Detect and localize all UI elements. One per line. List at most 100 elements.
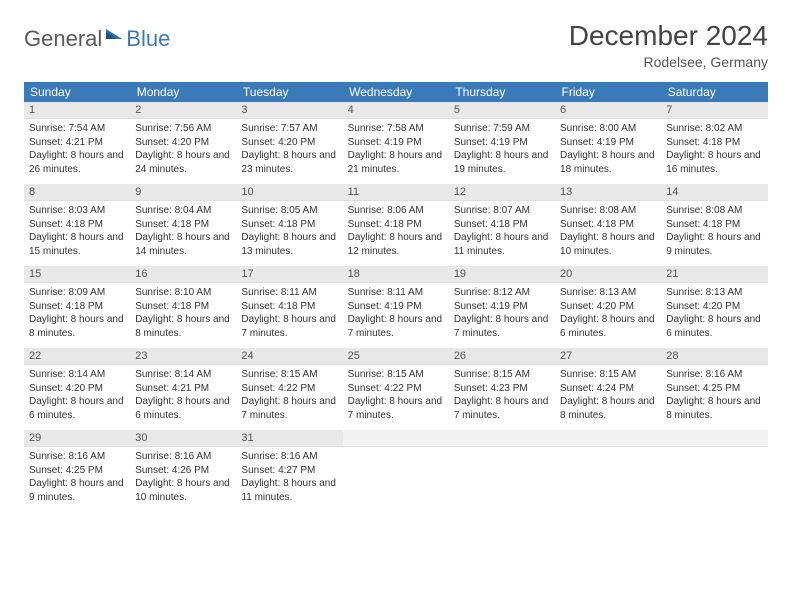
calendar-week-row: 8Sunrise: 8:03 AMSunset: 4:18 PMDaylight… [24,184,768,266]
daylight-line: Daylight: 8 hours and 15 minutes. [29,231,125,258]
calendar-day-cell: 10Sunrise: 8:05 AMSunset: 4:18 PMDayligh… [236,184,342,266]
sunset-line: Sunset: 4:19 PM [454,136,550,150]
sunrise-line: Sunrise: 8:06 AM [348,204,444,218]
day-body: Sunrise: 8:04 AMSunset: 4:18 PMDaylight:… [130,201,236,264]
daylight-line: Daylight: 8 hours and 7 minutes. [241,395,337,422]
sunset-line: Sunset: 4:18 PM [135,218,231,232]
sunrise-line: Sunrise: 8:04 AM [135,204,231,218]
calendar-day-cell: 1Sunrise: 7:54 AMSunset: 4:21 PMDaylight… [24,102,130,184]
sunrise-line: Sunrise: 8:15 AM [560,368,656,382]
day-body: Sunrise: 7:59 AMSunset: 4:19 PMDaylight:… [449,119,555,182]
day-number: 6 [555,102,661,119]
calendar-day-cell [449,430,555,512]
day-body: Sunrise: 8:11 AMSunset: 4:19 PMDaylight:… [343,283,449,346]
day-number: 26 [449,348,555,365]
daylight-line: Daylight: 8 hours and 10 minutes. [560,231,656,258]
calendar-day-cell: 21Sunrise: 8:13 AMSunset: 4:20 PMDayligh… [661,266,767,348]
day-number: 7 [661,102,767,119]
day-body: Sunrise: 8:15 AMSunset: 4:22 PMDaylight:… [343,365,449,428]
day-body: Sunrise: 8:03 AMSunset: 4:18 PMDaylight:… [24,201,130,264]
sunset-line: Sunset: 4:18 PM [348,218,444,232]
sunrise-line: Sunrise: 8:09 AM [29,286,125,300]
calendar-day-cell: 12Sunrise: 8:07 AMSunset: 4:18 PMDayligh… [449,184,555,266]
empty-day [343,430,449,447]
calendar-day-cell: 2Sunrise: 7:56 AMSunset: 4:20 PMDaylight… [130,102,236,184]
calendar-day-cell: 13Sunrise: 8:08 AMSunset: 4:18 PMDayligh… [555,184,661,266]
day-number: 16 [130,266,236,283]
day-body: Sunrise: 7:58 AMSunset: 4:19 PMDaylight:… [343,119,449,182]
daylight-line: Daylight: 8 hours and 24 minutes. [135,149,231,176]
daylight-line: Daylight: 8 hours and 9 minutes. [666,231,762,258]
sunset-line: Sunset: 4:20 PM [666,300,762,314]
sunset-line: Sunset: 4:18 PM [241,218,337,232]
day-number: 24 [236,348,342,365]
sunrise-line: Sunrise: 8:16 AM [29,450,125,464]
calendar-day-cell: 22Sunrise: 8:14 AMSunset: 4:20 PMDayligh… [24,348,130,430]
calendar-week-row: 29Sunrise: 8:16 AMSunset: 4:25 PMDayligh… [24,430,768,512]
sunrise-line: Sunrise: 8:15 AM [454,368,550,382]
day-body: Sunrise: 8:05 AMSunset: 4:18 PMDaylight:… [236,201,342,264]
day-body: Sunrise: 8:08 AMSunset: 4:18 PMDaylight:… [555,201,661,264]
sunset-line: Sunset: 4:19 PM [348,136,444,150]
day-number: 3 [236,102,342,119]
day-number: 29 [24,430,130,447]
calendar-day-cell: 20Sunrise: 8:13 AMSunset: 4:20 PMDayligh… [555,266,661,348]
sunrise-line: Sunrise: 7:57 AM [241,122,337,136]
weekday-header-row: SundayMondayTuesdayWednesdayThursdayFrid… [24,82,768,102]
calendar-day-cell: 24Sunrise: 8:15 AMSunset: 4:22 PMDayligh… [236,348,342,430]
sunset-line: Sunset: 4:19 PM [348,300,444,314]
sunrise-line: Sunrise: 8:16 AM [135,450,231,464]
day-number: 21 [661,266,767,283]
daylight-line: Daylight: 8 hours and 6 minutes. [666,313,762,340]
day-body: Sunrise: 8:00 AMSunset: 4:19 PMDaylight:… [555,119,661,182]
day-number: 18 [343,266,449,283]
day-body: Sunrise: 8:16 AMSunset: 4:26 PMDaylight:… [130,447,236,510]
day-number: 5 [449,102,555,119]
calendar-day-cell: 28Sunrise: 8:16 AMSunset: 4:25 PMDayligh… [661,348,767,430]
calendar-week-row: 22Sunrise: 8:14 AMSunset: 4:20 PMDayligh… [24,348,768,430]
day-number: 28 [661,348,767,365]
calendar-day-cell: 29Sunrise: 8:16 AMSunset: 4:25 PMDayligh… [24,430,130,512]
calendar-day-cell: 5Sunrise: 7:59 AMSunset: 4:19 PMDaylight… [449,102,555,184]
sunset-line: Sunset: 4:18 PM [454,218,550,232]
day-body: Sunrise: 8:15 AMSunset: 4:24 PMDaylight:… [555,365,661,428]
header: General Blue December 2024 Rodelsee, Ger… [24,20,768,70]
calendar-day-cell: 9Sunrise: 8:04 AMSunset: 4:18 PMDaylight… [130,184,236,266]
sunset-line: Sunset: 4:18 PM [29,218,125,232]
sunset-line: Sunset: 4:18 PM [666,218,762,232]
day-body: Sunrise: 8:15 AMSunset: 4:23 PMDaylight:… [449,365,555,428]
day-body: Sunrise: 8:16 AMSunset: 4:27 PMDaylight:… [236,447,342,510]
sunrise-line: Sunrise: 8:08 AM [560,204,656,218]
logo-text-general: General [24,26,102,52]
day-number: 8 [24,184,130,201]
empty-day [661,430,767,447]
weekday-header: Monday [130,82,236,102]
empty-day [449,430,555,447]
day-number: 31 [236,430,342,447]
day-body: Sunrise: 8:15 AMSunset: 4:22 PMDaylight:… [236,365,342,428]
sunrise-line: Sunrise: 8:10 AM [135,286,231,300]
calendar-day-cell: 19Sunrise: 8:12 AMSunset: 4:19 PMDayligh… [449,266,555,348]
sunrise-line: Sunrise: 8:05 AM [241,204,337,218]
sunrise-line: Sunrise: 8:03 AM [29,204,125,218]
day-body: Sunrise: 8:07 AMSunset: 4:18 PMDaylight:… [449,201,555,264]
sunrise-line: Sunrise: 8:15 AM [348,368,444,382]
sunrise-line: Sunrise: 8:07 AM [454,204,550,218]
daylight-line: Daylight: 8 hours and 11 minutes. [454,231,550,258]
day-number: 20 [555,266,661,283]
calendar-day-cell [343,430,449,512]
daylight-line: Daylight: 8 hours and 7 minutes. [454,313,550,340]
weekday-header: Tuesday [236,82,342,102]
calendar-table: SundayMondayTuesdayWednesdayThursdayFrid… [24,82,768,512]
day-number: 12 [449,184,555,201]
location-label: Rodelsee, Germany [569,54,768,70]
day-body: Sunrise: 8:16 AMSunset: 4:25 PMDaylight:… [24,447,130,510]
sunset-line: Sunset: 4:21 PM [29,136,125,150]
daylight-line: Daylight: 8 hours and 12 minutes. [348,231,444,258]
day-body: Sunrise: 7:56 AMSunset: 4:20 PMDaylight:… [130,119,236,182]
day-body: Sunrise: 7:57 AMSunset: 4:20 PMDaylight:… [236,119,342,182]
sunset-line: Sunset: 4:21 PM [135,382,231,396]
sunset-line: Sunset: 4:18 PM [666,136,762,150]
daylight-line: Daylight: 8 hours and 8 minutes. [666,395,762,422]
title-block: December 2024 Rodelsee, Germany [569,20,768,70]
